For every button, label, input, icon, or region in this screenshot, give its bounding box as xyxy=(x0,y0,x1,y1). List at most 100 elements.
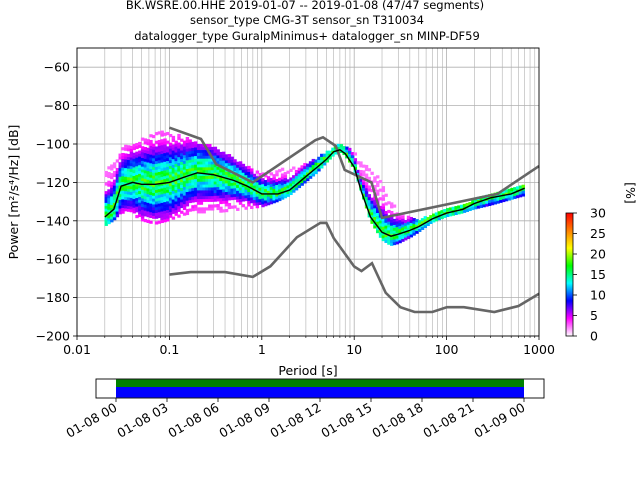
histogram-cell xyxy=(118,156,122,160)
histogram-cell xyxy=(146,179,150,183)
histogram-cell xyxy=(174,195,178,199)
histogram-cell xyxy=(202,181,206,185)
histogram-cell xyxy=(199,195,204,200)
histogram-cell xyxy=(308,161,313,165)
histogram-cell xyxy=(241,163,246,167)
histogram-cell xyxy=(152,195,156,199)
histogram-cell xyxy=(443,214,447,218)
histogram-cell xyxy=(224,197,229,201)
histogram-cell xyxy=(348,153,352,157)
histogram-cell xyxy=(286,187,290,192)
timeline-tick-label: 01-08 09 xyxy=(216,400,272,441)
histogram-cell xyxy=(182,166,187,170)
histogram-cell xyxy=(373,199,377,203)
histogram-cell xyxy=(115,179,120,183)
histogram-cell xyxy=(124,193,128,197)
histogram-cell xyxy=(230,173,234,178)
histogram-cell xyxy=(177,148,181,152)
histogram-cell xyxy=(146,173,150,177)
histogram-cell xyxy=(370,200,374,204)
histogram-cell xyxy=(227,182,232,187)
histogram-cell xyxy=(138,176,142,180)
histogram-cell xyxy=(174,146,178,150)
histogram-cell xyxy=(222,177,226,181)
histogram-cell xyxy=(160,211,164,215)
histogram-cell xyxy=(143,158,148,162)
histogram-cell xyxy=(460,210,464,214)
histogram-cell xyxy=(222,200,226,204)
histogram-cell xyxy=(392,218,397,223)
histogram-cell xyxy=(188,150,192,155)
histogram-cell xyxy=(121,167,125,171)
histogram-cell xyxy=(510,187,514,192)
histogram-cell xyxy=(160,159,164,163)
histogram-cell xyxy=(236,187,240,191)
histogram-cell xyxy=(222,154,226,158)
histogram-cell xyxy=(143,149,148,154)
histogram-cell xyxy=(191,173,195,177)
histogram-cell xyxy=(381,203,386,207)
histogram-cell xyxy=(152,183,156,188)
histogram-cell xyxy=(188,148,192,152)
histogram-cell xyxy=(216,183,220,188)
histogram-cell xyxy=(188,162,192,166)
histogram-cell xyxy=(157,142,162,147)
histogram-cell xyxy=(378,179,383,184)
histogram-cell xyxy=(275,196,279,200)
histogram-cell xyxy=(219,163,223,167)
histogram-cell xyxy=(261,201,265,205)
histogram-cell xyxy=(107,189,111,193)
histogram-cell xyxy=(182,203,187,208)
histogram-cell xyxy=(278,197,282,202)
histogram-cell xyxy=(132,169,136,174)
histogram-cell xyxy=(353,161,358,165)
histogram-cell xyxy=(370,189,374,193)
histogram-cell xyxy=(132,195,136,200)
histogram-cell xyxy=(110,199,114,203)
histogram-cell xyxy=(163,147,167,151)
histogram-cell xyxy=(373,179,377,183)
histogram-cell xyxy=(126,153,131,158)
histogram-cell xyxy=(194,144,198,148)
histogram-cell xyxy=(465,208,469,212)
histogram-cell xyxy=(163,213,167,217)
histogram-cell xyxy=(252,182,257,186)
histogram-cell xyxy=(143,147,148,151)
histogram-cell xyxy=(230,194,234,198)
histogram-cell xyxy=(289,180,293,184)
histogram-cell xyxy=(252,193,257,198)
histogram-cell xyxy=(222,171,226,176)
histogram-cell xyxy=(224,174,229,178)
histogram-cell xyxy=(381,212,386,216)
histogram-cell xyxy=(350,157,355,162)
histogram-cell xyxy=(378,234,383,238)
histogram-cell xyxy=(135,166,139,170)
histogram-cell xyxy=(112,199,117,203)
histogram-cell xyxy=(266,176,271,180)
histogram-cell xyxy=(143,184,148,188)
histogram-cell xyxy=(188,182,192,186)
histogram-cell xyxy=(160,142,164,146)
histogram-cell xyxy=(166,201,170,205)
histogram-cell xyxy=(364,193,369,197)
histogram-cell xyxy=(213,163,218,168)
histogram-cell xyxy=(135,206,139,210)
histogram-cell xyxy=(138,153,142,157)
histogram-cell xyxy=(395,215,400,219)
histogram-cell xyxy=(384,193,388,197)
histogram-cell xyxy=(381,223,386,227)
histogram-cell xyxy=(135,174,139,178)
histogram-cell xyxy=(409,231,414,235)
histogram-cell xyxy=(406,235,411,240)
histogram-cell xyxy=(149,203,153,207)
histogram-cell xyxy=(149,211,153,216)
histogram-cell xyxy=(373,219,377,223)
histogram-cell xyxy=(152,158,156,162)
histogram-cell xyxy=(143,152,148,156)
histogram-cell xyxy=(378,205,383,210)
histogram-cell xyxy=(171,150,176,154)
histogram-cell xyxy=(339,146,344,151)
histogram-cell xyxy=(387,224,391,228)
histogram-cell xyxy=(124,190,128,195)
